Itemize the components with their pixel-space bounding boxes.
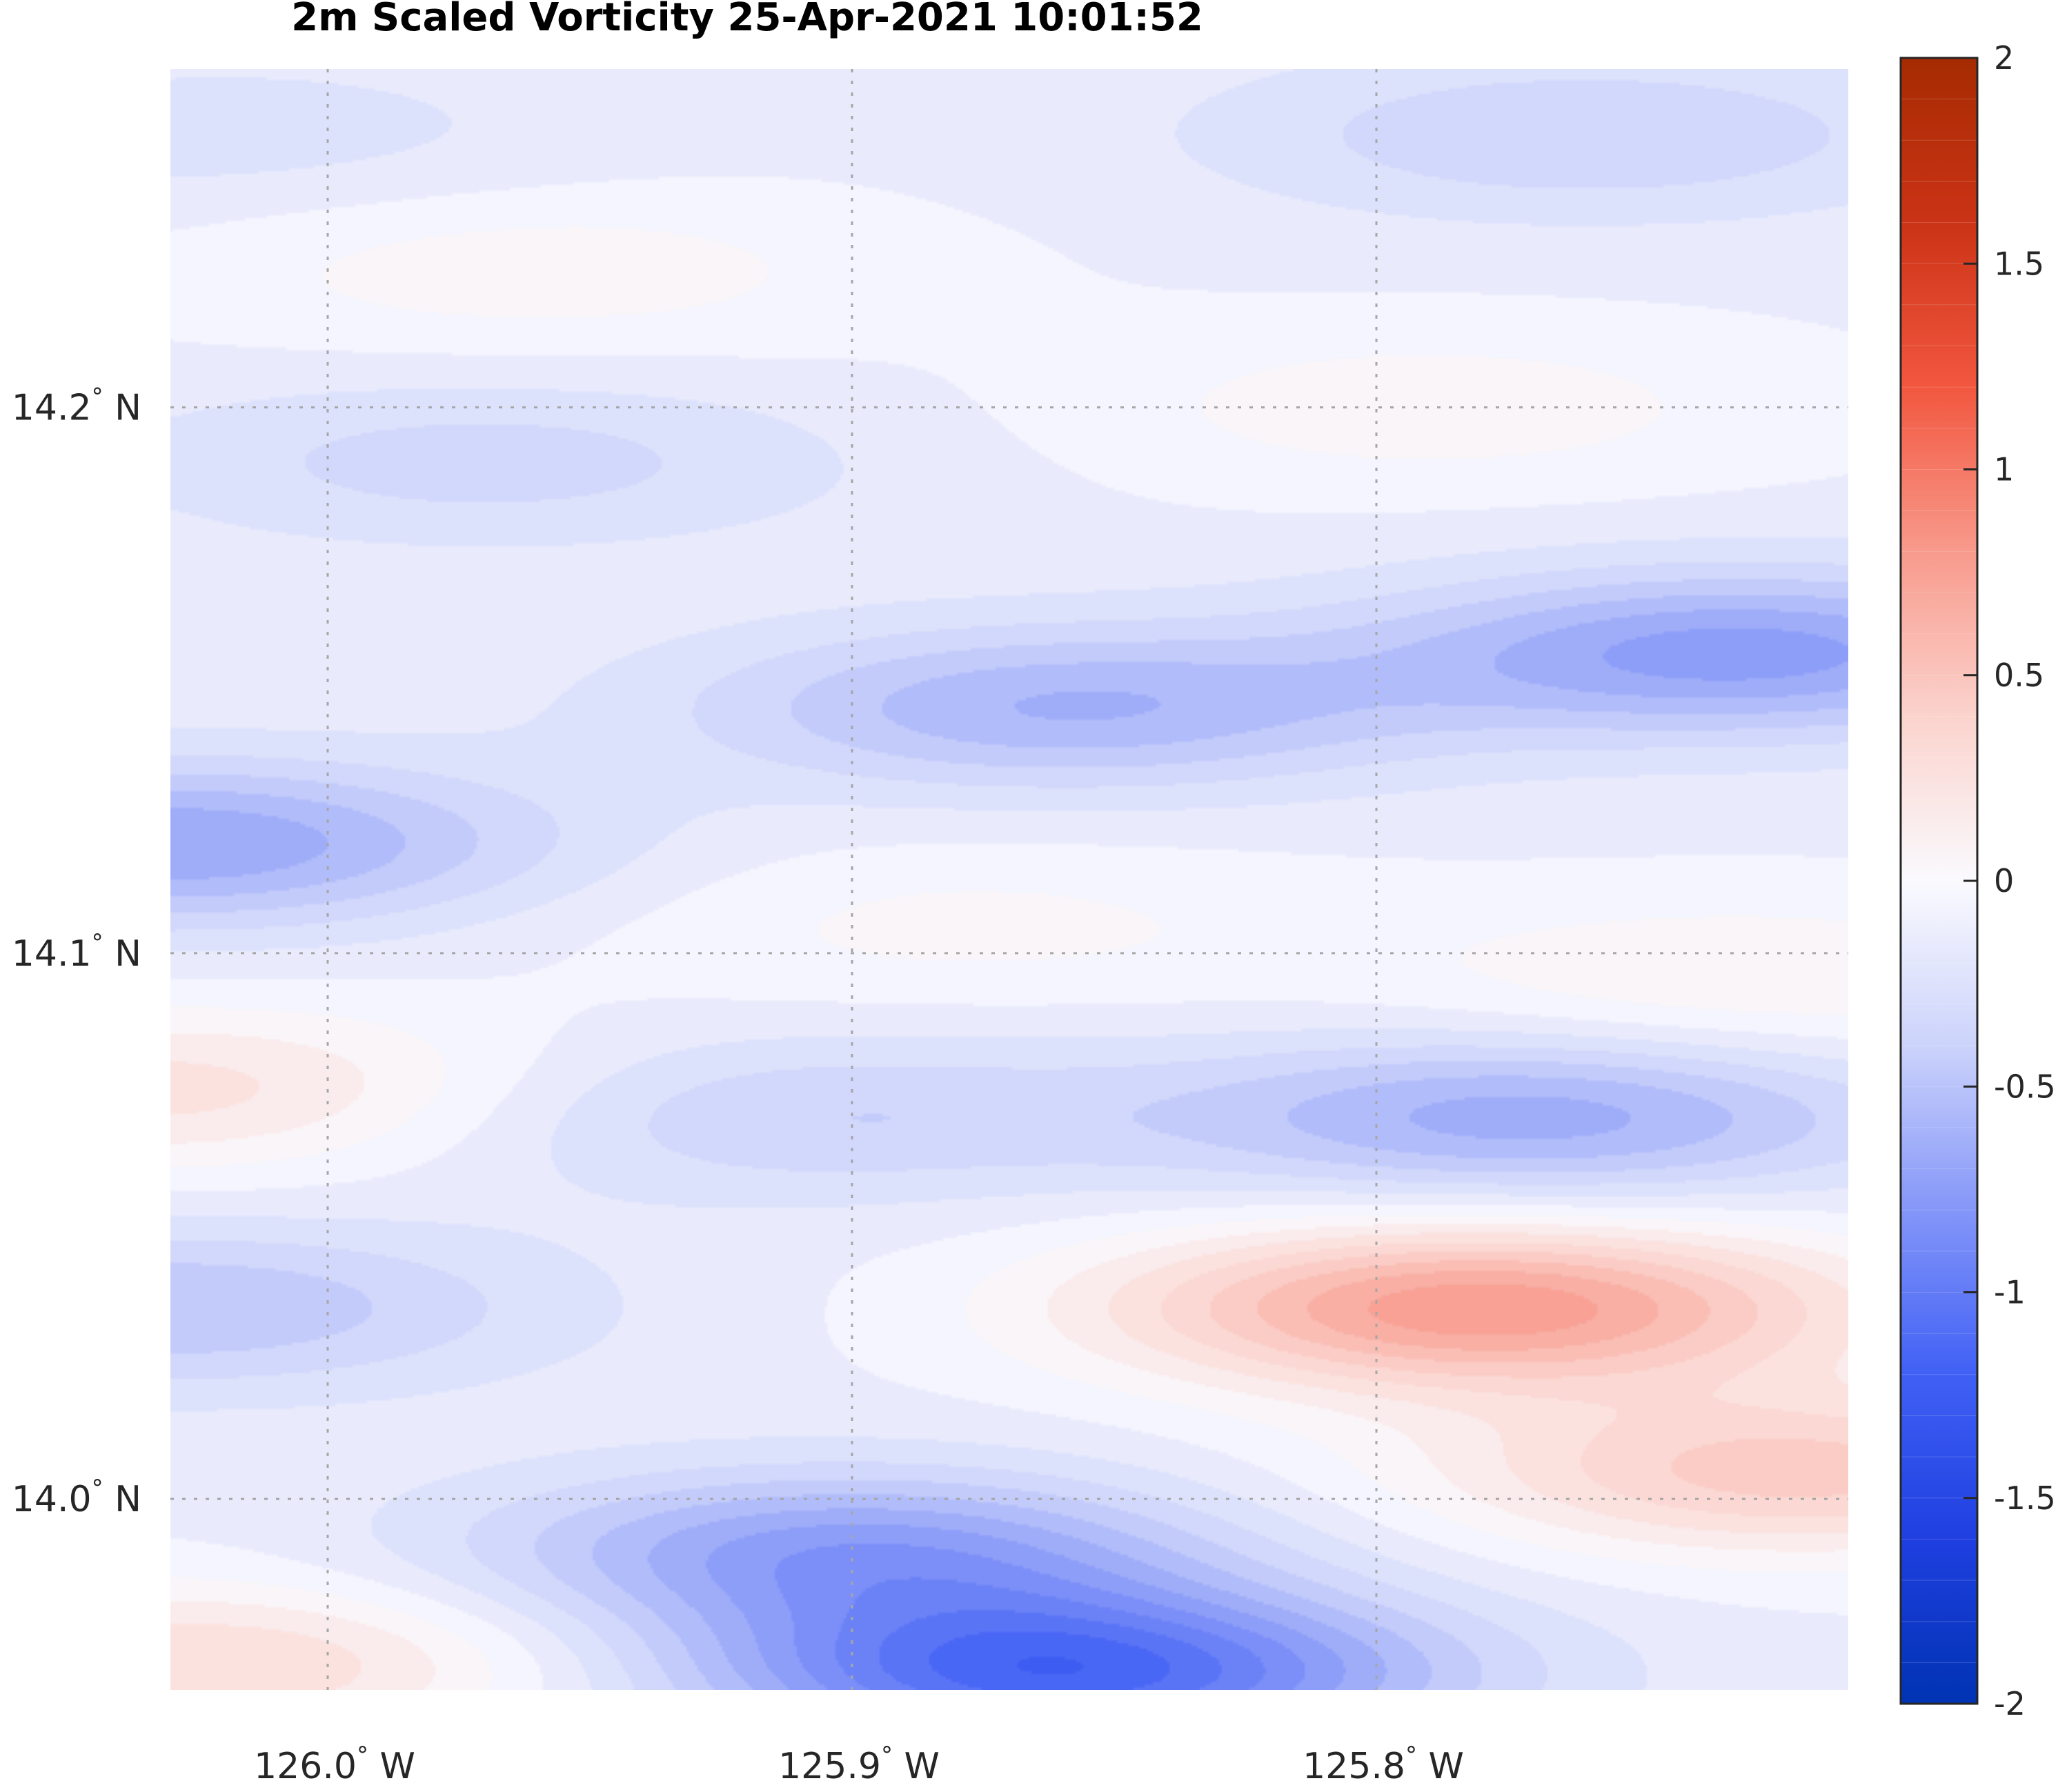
x-axis-ticks: 126.0° W 125.9° W 125.8° W — [254, 1742, 1464, 1787]
colorbar-tick-label: 1 — [1994, 451, 2014, 488]
plot-area — [170, 69, 1848, 1690]
colorbar-tick-label: 2 — [1994, 39, 2014, 77]
colorbar-tick-label: -1.5 — [1994, 1480, 2056, 1517]
colorbar-tick-label: -1 — [1994, 1274, 2026, 1311]
x-tick-label: 125.8° W — [1303, 1742, 1464, 1787]
colorbar-tick-label: -2 — [1994, 1685, 2026, 1722]
colorbar-ticks: 2 1.5 1 0.5 0 -0.5 -1 -1.5 -2 — [1963, 39, 2056, 1722]
x-tick-label: 126.0° W — [254, 1742, 415, 1787]
x-tick-label: 125.9° W — [778, 1742, 940, 1787]
colorbar-tick-label: 0 — [1994, 862, 2014, 899]
colorbar-tick-label: 1.5 — [1994, 245, 2044, 282]
lat-lon-grid — [170, 69, 1848, 1690]
colorbar-tick-label: -0.5 — [1994, 1068, 2056, 1105]
y-tick-label: 14.1° N — [12, 929, 141, 975]
y-tick-label: 14.2° N — [12, 384, 141, 429]
y-axis-ticks: 14.2° N 14.1° N 14.0° N — [12, 384, 141, 1520]
chart-title: 2m Scaled Vorticity 25-Apr-2021 10:01:52 — [291, 0, 1203, 40]
vorticity-contour-field — [170, 69, 1848, 1690]
colorbar-level-lines — [1901, 99, 1977, 1663]
y-tick-label: 14.0° N — [12, 1475, 141, 1520]
colorbar: 2 1.5 1 0.5 0 -0.5 -1 -1.5 -2 — [1899, 39, 2056, 1722]
vorticity-field-container — [170, 69, 1848, 1690]
colorbar-tick-label: 0.5 — [1994, 657, 2044, 694]
